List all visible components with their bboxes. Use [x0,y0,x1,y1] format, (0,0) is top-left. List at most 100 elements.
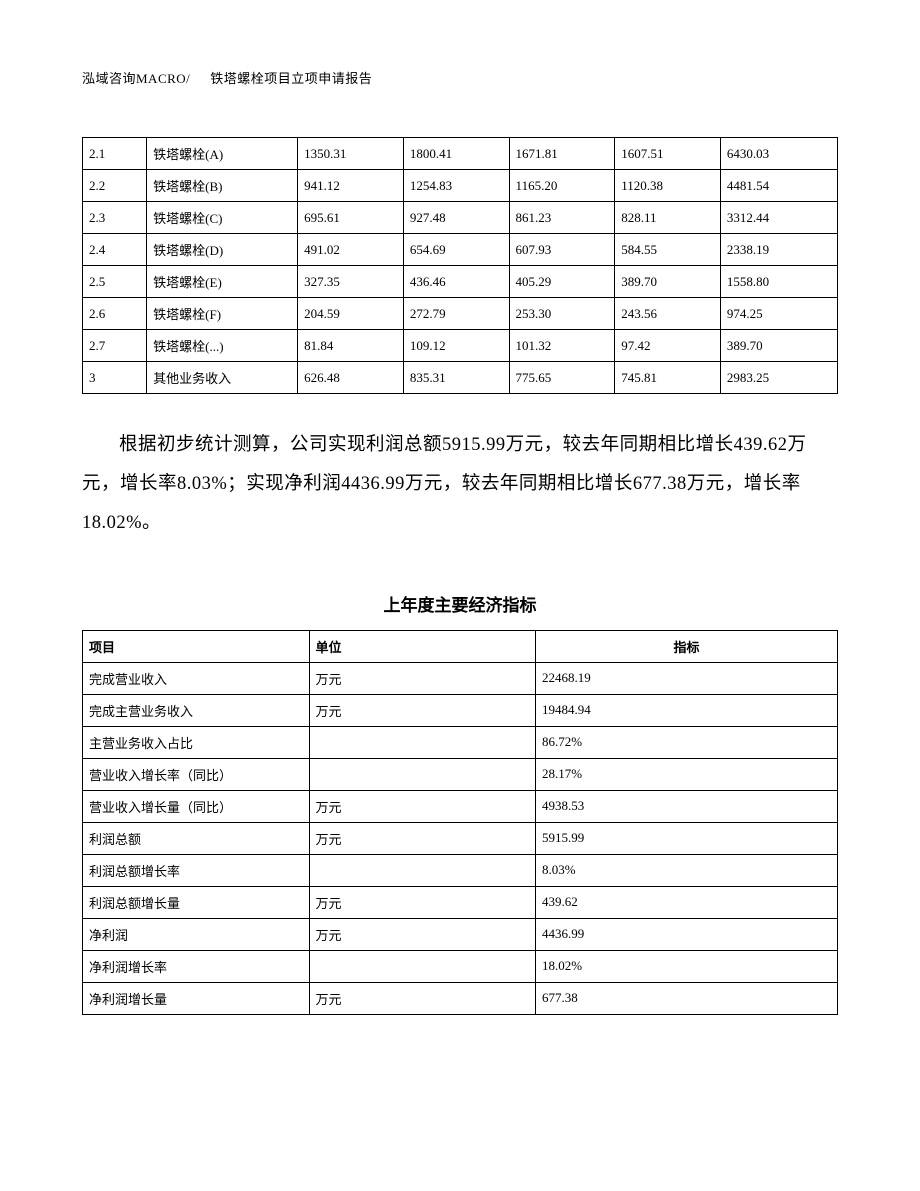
cell: 28.17% [536,758,838,790]
cell: 1120.38 [615,170,721,202]
cell: 6430.03 [720,138,837,170]
table-row: 利润总额 万元 5915.99 [83,822,838,854]
table-row: 营业收入增长率（同比） 28.17% [83,758,838,790]
cell: 243.56 [615,298,721,330]
cell: 万元 [309,886,536,918]
cell: 18.02% [536,950,838,982]
indicators-table-body: 完成营业收入 万元 22468.19 完成主营业务收入 万元 19484.94 … [83,662,838,1014]
table-row: 净利润 万元 4436.99 [83,918,838,950]
cell: 万元 [309,982,536,1014]
cell: 铁塔螺栓(E) [147,266,298,298]
cell: 2983.25 [720,362,837,394]
cell: 1671.81 [509,138,615,170]
cell: 1558.80 [720,266,837,298]
cell: 677.38 [536,982,838,1014]
cell: 607.93 [509,234,615,266]
header-cell: 项目 [83,630,310,662]
cell: 主营业务收入占比 [83,726,310,758]
summary-paragraph: 根据初步统计测算，公司实现利润总额5915.99万元，较去年同期相比增长439.… [82,426,838,543]
cell: 1607.51 [615,138,721,170]
cell: 4481.54 [720,170,837,202]
cell: 4436.99 [536,918,838,950]
cell: 营业收入增长量（同比） [83,790,310,822]
table-row: 完成主营业务收入 万元 19484.94 [83,694,838,726]
table-row: 净利润增长量 万元 677.38 [83,982,838,1014]
cell: 2338.19 [720,234,837,266]
cell: 1800.41 [403,138,509,170]
cell: 19484.94 [536,694,838,726]
cell: 净利润增长率 [83,950,310,982]
cell: 万元 [309,790,536,822]
table-row: 2.3 铁塔螺栓(C) 695.61 927.48 861.23 828.11 … [83,202,838,234]
indicators-table: 项目 单位 指标 完成营业收入 万元 22468.19 完成主营业务收入 万元 … [82,630,838,1015]
table-row: 2.2 铁塔螺栓(B) 941.12 1254.83 1165.20 1120.… [83,170,838,202]
cell: 1350.31 [298,138,404,170]
table-row: 利润总额增长量 万元 439.62 [83,886,838,918]
table-row: 利润总额增长率 8.03% [83,854,838,886]
cell: 4938.53 [536,790,838,822]
cell: 695.61 [298,202,404,234]
cell: 2.2 [83,170,147,202]
cell: 253.30 [509,298,615,330]
cell: 389.70 [615,266,721,298]
cell: 584.55 [615,234,721,266]
cell: 436.46 [403,266,509,298]
products-table: 2.1 铁塔螺栓(A) 1350.31 1800.41 1671.81 1607… [82,137,838,394]
cell: 净利润增长量 [83,982,310,1014]
cell: 941.12 [298,170,404,202]
cell: 2.5 [83,266,147,298]
cell: 389.70 [720,330,837,362]
cell: 利润总额增长量 [83,886,310,918]
cell: 铁塔螺栓(D) [147,234,298,266]
cell [309,950,536,982]
cell: 铁塔螺栓(F) [147,298,298,330]
table-header-row: 项目 单位 指标 [83,630,838,662]
table-row: 营业收入增长量（同比） 万元 4938.53 [83,790,838,822]
products-table-body: 2.1 铁塔螺栓(A) 1350.31 1800.41 1671.81 1607… [83,138,838,394]
cell: 101.32 [509,330,615,362]
cell: 万元 [309,918,536,950]
cell: 109.12 [403,330,509,362]
cell: 86.72% [536,726,838,758]
cell: 2.4 [83,234,147,266]
cell: 利润总额 [83,822,310,854]
cell: 万元 [309,662,536,694]
cell: 204.59 [298,298,404,330]
header-cell: 单位 [309,630,536,662]
cell: 745.81 [615,362,721,394]
cell: 完成营业收入 [83,662,310,694]
cell: 万元 [309,822,536,854]
table-row: 净利润增长率 18.02% [83,950,838,982]
table-row: 2.1 铁塔螺栓(A) 1350.31 1800.41 1671.81 1607… [83,138,838,170]
cell: 97.42 [615,330,721,362]
cell: 775.65 [509,362,615,394]
cell [309,726,536,758]
cell: 828.11 [615,202,721,234]
cell: 327.35 [298,266,404,298]
cell: 974.25 [720,298,837,330]
cell: 铁塔螺栓(C) [147,202,298,234]
cell: 927.48 [403,202,509,234]
cell: 272.79 [403,298,509,330]
page-header: 泓域咨询MACRO/铁塔螺栓项目立项申请报告 [82,68,838,87]
header-cell: 指标 [536,630,838,662]
cell: 2.1 [83,138,147,170]
cell: 利润总额增长率 [83,854,310,886]
table-row: 主营业务收入占比 86.72% [83,726,838,758]
cell: 626.48 [298,362,404,394]
header-left: 泓域咨询MACRO/ [82,71,190,86]
cell: 5915.99 [536,822,838,854]
cell: 铁塔螺栓(...) [147,330,298,362]
cell: 2.3 [83,202,147,234]
cell: 铁塔螺栓(B) [147,170,298,202]
cell: 3312.44 [720,202,837,234]
cell: 铁塔螺栓(A) [147,138,298,170]
indicators-table-title: 上年度主要经济指标 [82,591,838,616]
cell: 完成主营业务收入 [83,694,310,726]
cell: 2.6 [83,298,147,330]
cell: 2.7 [83,330,147,362]
table-row: 2.6 铁塔螺栓(F) 204.59 272.79 253.30 243.56 … [83,298,838,330]
cell: 8.03% [536,854,838,886]
cell: 439.62 [536,886,838,918]
table-row: 3 其他业务收入 626.48 835.31 775.65 745.81 298… [83,362,838,394]
